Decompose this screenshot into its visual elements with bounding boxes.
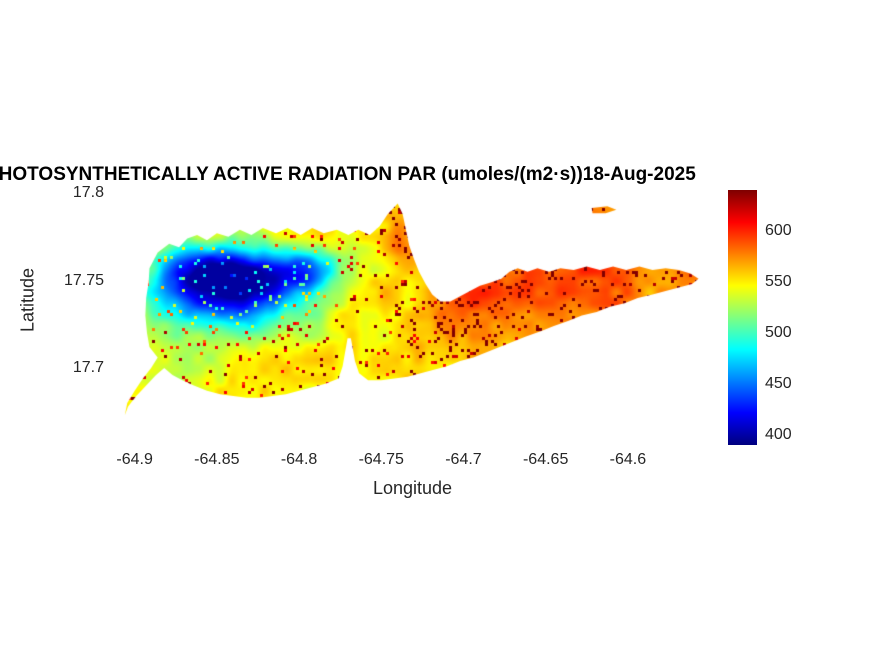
x-tick-label: -64.6 (609, 451, 647, 468)
colorbar (728, 190, 757, 445)
colorbar-tick-label: 600 (765, 221, 792, 239)
x-axis-label: Longitude (372, 478, 453, 498)
chart-title: PHOTOSYNTHETICALLY ACTIVE RADIATION PAR … (0, 164, 696, 185)
x-tick-label: -64.7 (445, 451, 482, 468)
colorbar-tick-label: 550 (765, 272, 792, 290)
colorbar-tick-label: 400 (765, 425, 792, 443)
colorbar-tick-label: 450 (765, 374, 792, 392)
colorbar-tick-label: 500 (765, 323, 792, 341)
x-tick-label: -64.75 (358, 451, 404, 468)
x-tick-label: -64.85 (194, 451, 240, 468)
heatmap-canvas (110, 193, 715, 445)
y-tick-label: 17.75 (63, 271, 104, 289)
y-tick-label: 17.8 (72, 184, 104, 201)
y-tick-label: 17.7 (72, 359, 104, 376)
x-tick-label: -64.9 (116, 451, 153, 468)
x-tick-label: -64.65 (522, 451, 569, 468)
x-tick-label: -64.8 (280, 451, 318, 468)
y-axis-label: Latitude (17, 267, 38, 333)
